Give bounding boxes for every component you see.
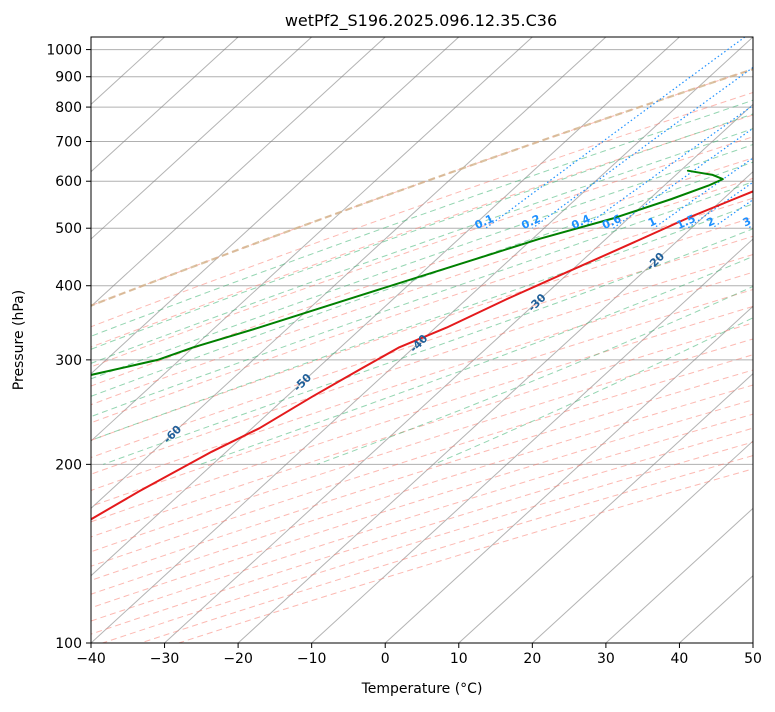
y-tick-label: 800 bbox=[55, 100, 82, 116]
y-tick-label: 700 bbox=[55, 134, 82, 150]
chart-title: wetPf2_S196.2025.096.12.35.C36 bbox=[285, 11, 557, 31]
y-tick-label: 900 bbox=[55, 70, 82, 86]
y-tick-label: 1000 bbox=[46, 43, 82, 59]
x-tick-label: −20 bbox=[223, 651, 253, 667]
y-tick-label: 500 bbox=[55, 221, 82, 237]
x-tick-label: 40 bbox=[671, 651, 689, 667]
y-tick-label: 300 bbox=[55, 353, 82, 369]
x-tick-label: 10 bbox=[450, 651, 468, 667]
x-axis-title: Temperature (°C) bbox=[361, 681, 483, 697]
x-tick-label: 50 bbox=[744, 651, 762, 667]
y-tick-label: 100 bbox=[55, 636, 82, 652]
x-tick-label: 30 bbox=[597, 651, 615, 667]
y-tick-label: 400 bbox=[55, 279, 82, 295]
y-tick-label: 600 bbox=[55, 174, 82, 190]
y-axis-title: Pressure (hPa) bbox=[11, 290, 27, 390]
x-tick-label: 0 bbox=[381, 651, 390, 667]
x-tick-label: 20 bbox=[523, 651, 541, 667]
x-tick-label: −30 bbox=[150, 651, 180, 667]
y-tick-label: 200 bbox=[55, 457, 82, 473]
x-tick-label: −40 bbox=[76, 651, 106, 667]
x-tick-label: −10 bbox=[297, 651, 327, 667]
